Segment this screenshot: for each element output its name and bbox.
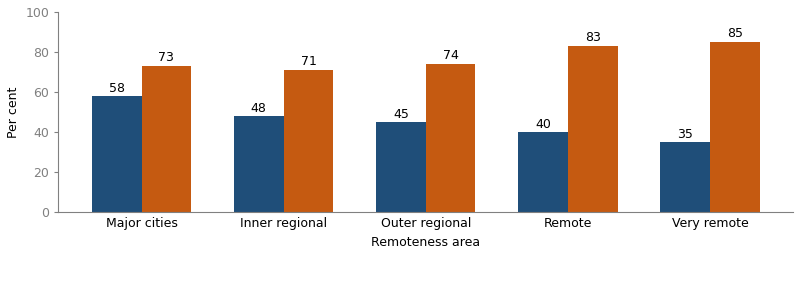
Bar bbox=[142, 66, 191, 212]
Text: 83: 83 bbox=[585, 32, 601, 45]
Text: 71: 71 bbox=[301, 55, 317, 68]
Text: 73: 73 bbox=[158, 51, 174, 65]
Bar bbox=[92, 96, 142, 212]
Text: 40: 40 bbox=[535, 118, 551, 131]
Text: 48: 48 bbox=[251, 101, 266, 114]
X-axis label: Remoteness area: Remoteness area bbox=[371, 236, 480, 249]
Text: 85: 85 bbox=[726, 27, 742, 40]
Bar bbox=[518, 132, 568, 212]
Bar bbox=[660, 142, 710, 212]
Text: 74: 74 bbox=[442, 50, 458, 63]
Text: 45: 45 bbox=[393, 108, 409, 121]
Bar bbox=[284, 70, 334, 212]
Text: 58: 58 bbox=[109, 81, 125, 94]
Text: 35: 35 bbox=[677, 128, 693, 141]
Bar bbox=[710, 42, 760, 212]
Bar bbox=[376, 122, 426, 212]
Bar bbox=[568, 46, 618, 212]
Y-axis label: Per cent: Per cent bbox=[7, 86, 20, 138]
Bar bbox=[426, 64, 475, 212]
Bar bbox=[234, 116, 284, 212]
